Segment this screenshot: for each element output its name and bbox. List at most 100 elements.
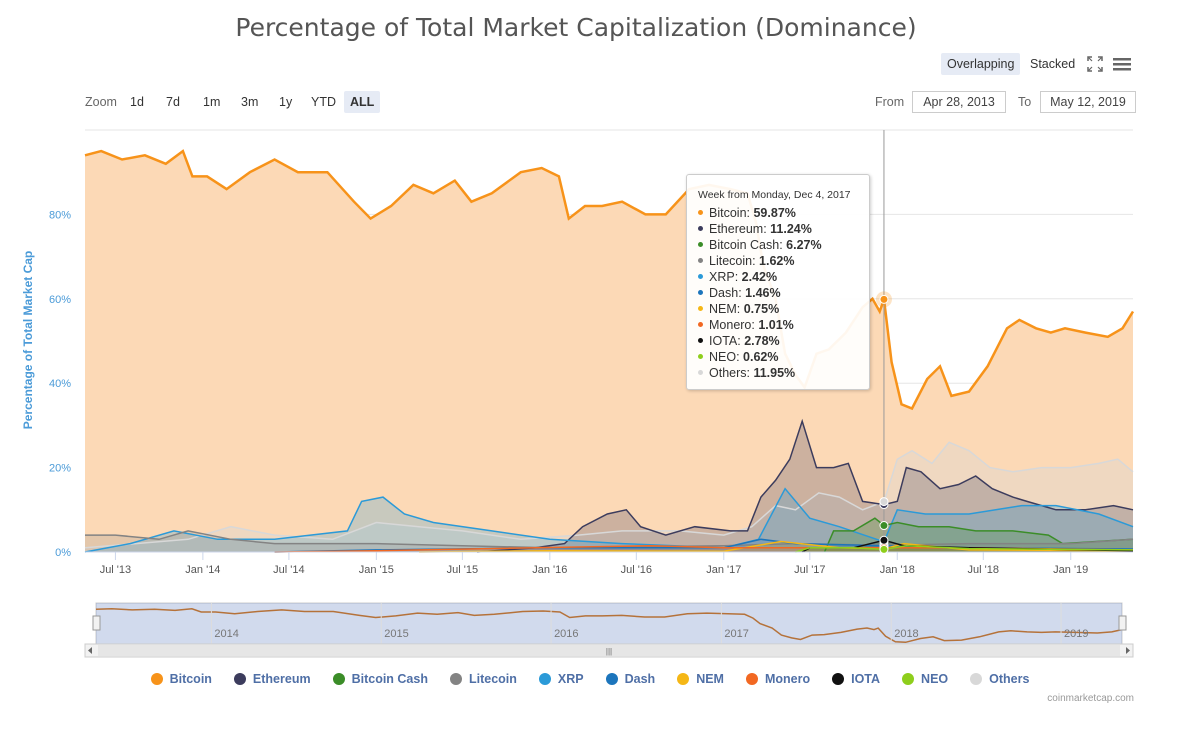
zoom-button-3m[interactable]: 3m (241, 95, 259, 109)
zoom-button-7d[interactable]: 7d (166, 95, 180, 109)
hover-marker (879, 544, 889, 554)
hover-marker (879, 535, 889, 545)
from-date-input[interactable]: Apr 28, 2013 (912, 91, 1006, 113)
tooltip-header: Week from Monday, Dec 4, 2017 (698, 189, 851, 201)
navigator-series (95, 608, 1123, 644)
legend-item-neo[interactable]: NEO (902, 672, 948, 686)
series-area-nem (419, 541, 1134, 552)
legend-label: NEO (921, 672, 949, 686)
tooltip-separator: : (736, 350, 744, 364)
legend-dot-icon (449, 673, 462, 685)
legend-item-xrp[interactable]: XRP (538, 672, 584, 686)
navigator-year-label: 2017 (724, 628, 748, 640)
zoom-button-1y[interactable]: 1y (279, 95, 293, 109)
legend-dot-icon (150, 673, 163, 685)
tooltip-separator: : (763, 222, 771, 236)
tooltip-row: Bitcoin: 59.87% (698, 205, 869, 221)
legend-label: Others (989, 672, 1030, 686)
tooltip-series-value: 1.01% (758, 318, 794, 332)
x-tick-label: Jan '17 (706, 564, 741, 576)
tooltip-separator: : (738, 286, 746, 300)
legend-label: Monero (764, 672, 811, 686)
y-axis-label: Percentage of Total Market Cap (21, 251, 35, 430)
tooltip-row: Ethereum: 11.24% (698, 221, 869, 237)
series-line-others (84, 441, 1134, 549)
series-area-xrp (85, 488, 1133, 552)
legend-dot-icon (745, 673, 758, 685)
navigator-right-handle (1118, 615, 1127, 631)
menu-icon[interactable] (1113, 57, 1131, 72)
tooltip-series-name: XRP (709, 270, 735, 284)
legend-item-others[interactable]: Others (970, 672, 1029, 686)
tooltip-series-value: 0.75% (743, 302, 780, 316)
legend-label: Bitcoin Cash (351, 672, 428, 686)
tooltip-row: Litecoin: 1.62% (698, 253, 869, 269)
legend-label: Ethereum (252, 672, 311, 686)
scrollbar-thumb (98, 645, 1120, 656)
navigator-left-handle (92, 615, 101, 631)
x-tick-label: Jul '17 (794, 564, 825, 576)
legend-item-bitcoin-cash[interactable]: Bitcoin Cash (332, 672, 428, 686)
tooltip-series-name: Ethereum (709, 222, 764, 236)
chart-title: Percentage of Total Market Capitalizatio… (235, 13, 917, 42)
legend-dot-icon (605, 673, 618, 685)
legend-dot-icon (233, 673, 246, 685)
x-tick-label: Jan '18 (880, 564, 915, 576)
legend-dot-icon (332, 673, 345, 685)
legend-item-monero[interactable]: Monero (745, 672, 811, 686)
x-tick-label: Jan '19 (1053, 564, 1088, 576)
x-tick-label: Jan '16 (532, 564, 567, 576)
legend-dot-icon (677, 673, 690, 685)
navigator-year-label: 2019 (1064, 628, 1088, 640)
tooltip: Week from Monday, Dec 4, 2017 Bitcoin: 5… (686, 174, 870, 390)
series-line-bitcoin-cash (823, 517, 1134, 553)
tooltip-series-name: Litecoin (709, 254, 753, 268)
legend-item-dash[interactable]: Dash (605, 672, 655, 686)
series-area-ethereum (477, 421, 1134, 552)
zoom-button-1m[interactable]: 1m (203, 95, 221, 109)
tooltip-separator: : (779, 238, 787, 252)
tooltip-row: NEM: 0.75% (698, 301, 869, 317)
y-tick-label: 60% (49, 294, 71, 306)
zoom-button-1d[interactable]: 1d (130, 95, 144, 109)
navigator-year-label: 2014 (214, 628, 238, 640)
series-dot-icon (698, 338, 703, 344)
tooltip-series-value: 1.46% (745, 286, 781, 300)
tooltip-series-name: Others (709, 366, 747, 380)
overlapping-toggle[interactable]: Overlapping (941, 53, 1021, 75)
tooltip-series-value: 6.27% (786, 238, 822, 252)
legend-dot-icon (538, 673, 551, 685)
tooltip-series-value: 11.95% (753, 366, 796, 380)
series-dot-icon (698, 274, 703, 280)
legend-item-litecoin[interactable]: Litecoin (449, 672, 517, 686)
stacked-toggle[interactable]: Stacked (1030, 57, 1076, 71)
tooltip-series-value: 2.42% (741, 270, 778, 284)
series-dot-icon (698, 226, 703, 232)
tooltip-series-name: Bitcoin Cash (709, 238, 780, 252)
tooltip-row: NEO: 0.62% (698, 349, 869, 365)
legend-label: IOTA (851, 672, 881, 686)
tooltip-separator: : (752, 254, 760, 268)
to-date-input[interactable]: May 12, 2019 (1040, 91, 1136, 113)
fullscreen-icon[interactable] (1087, 56, 1103, 72)
legend-dot-icon (902, 673, 915, 685)
series-dot-icon (698, 306, 703, 312)
series-dot-icon (698, 258, 703, 264)
zoom-button-ytd[interactable]: YTD (311, 95, 336, 109)
tooltip-separator: : (736, 302, 744, 316)
legend-item-bitcoin[interactable]: Bitcoin (150, 672, 212, 686)
scroll-right-icon (1126, 647, 1130, 654)
legend-item-iota[interactable]: IOTA (832, 672, 880, 686)
y-tick-label: 0% (55, 547, 71, 559)
legend-item-nem[interactable]: NEM (677, 672, 724, 686)
legend-label: XRP (557, 672, 584, 686)
y-tick-label: 20% (49, 463, 71, 475)
series-dot-icon (698, 290, 703, 296)
credit-link[interactable]: coinmarketcap.com (1047, 693, 1134, 704)
zoom-button-all[interactable]: ALL (344, 91, 381, 113)
tooltip-series-name: IOTA (709, 334, 738, 348)
x-tick-label: Jul '14 (273, 564, 304, 576)
legend-item-ethereum[interactable]: Ethereum (233, 672, 311, 686)
hover-marker (879, 521, 889, 531)
